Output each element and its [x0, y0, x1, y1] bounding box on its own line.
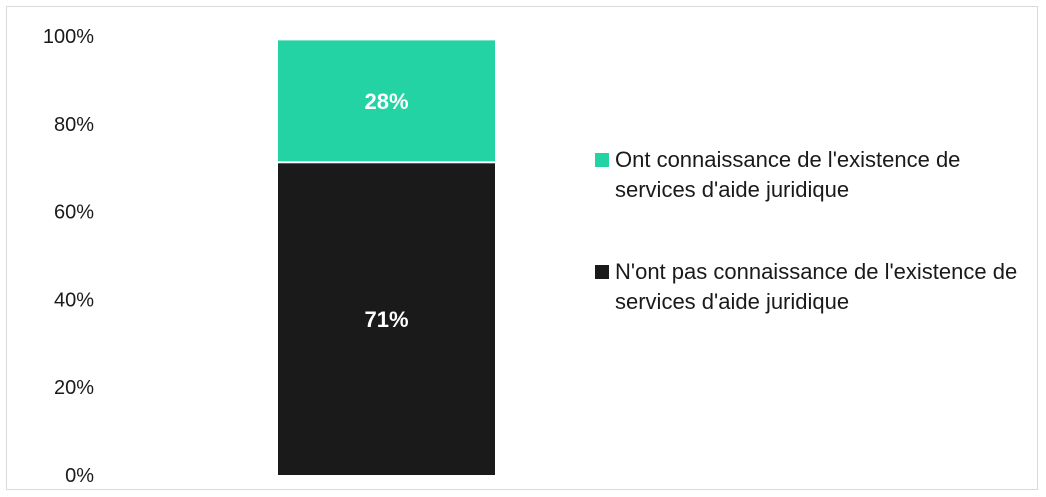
- y-tick-label: 20%: [54, 377, 94, 399]
- legend-item-known: Ont connaissance de l'existence de servi…: [593, 145, 1033, 205]
- legend-swatch-known: [595, 153, 609, 167]
- data-label-2: 28%: [364, 89, 408, 114]
- bar-segment-2: [278, 40, 495, 162]
- y-tick-label: 40%: [54, 289, 94, 311]
- y-tick-label: 80%: [54, 114, 94, 136]
- plot-area: 0% 20% 40% 60% 80% 100% 71% 28%: [43, 26, 495, 487]
- y-tick-label: 60%: [54, 202, 94, 224]
- chart-frame: 0% 20% 40% 60% 80% 100% 71% 28% Ont connaissanc…: [6, 6, 1038, 490]
- y-tick-label: 100%: [43, 26, 94, 48]
- legend-swatch-unknown: [595, 265, 609, 279]
- legend-label-known: Ont connaissance de l'existence de servi…: [615, 147, 961, 202]
- legend-item-unknown: N'ont pas connaissance de l'existence de…: [593, 257, 1033, 317]
- legend-label-unknown: N'ont pas connaissance de l'existence de…: [615, 259, 1018, 314]
- legend: Ont connaissance de l'existence de servi…: [593, 145, 1033, 369]
- y-tick-label: 0%: [65, 465, 94, 487]
- bar-segment-1: [278, 163, 495, 475]
- data-label-1: 71%: [364, 307, 408, 332]
